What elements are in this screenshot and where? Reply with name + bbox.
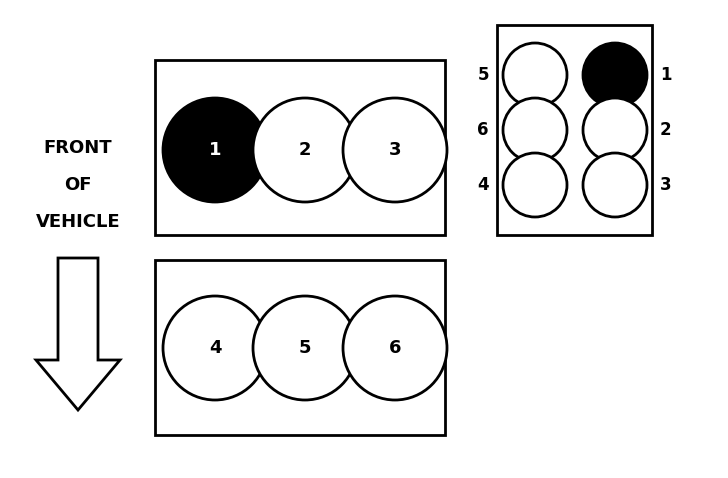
Bar: [155, 260, 445, 435]
Ellipse shape: [343, 98, 447, 202]
Text: 2: 2: [660, 121, 672, 139]
Bar: [497, 25, 652, 235]
Bar: [155, 60, 445, 235]
Text: 2: 2: [298, 141, 312, 159]
Ellipse shape: [163, 296, 267, 400]
Ellipse shape: [503, 153, 567, 217]
Ellipse shape: [163, 98, 267, 202]
Text: 5: 5: [478, 66, 489, 84]
Ellipse shape: [343, 296, 447, 400]
Text: 5: 5: [298, 339, 312, 357]
Text: 3: 3: [660, 176, 672, 194]
Ellipse shape: [583, 98, 647, 162]
Ellipse shape: [253, 98, 357, 202]
Text: VEHICLE: VEHICLE: [36, 213, 120, 231]
Text: 4: 4: [478, 176, 489, 194]
Text: OF: OF: [64, 176, 92, 194]
Ellipse shape: [503, 98, 567, 162]
Text: 4: 4: [209, 339, 221, 357]
Ellipse shape: [253, 296, 357, 400]
Text: FRONT: FRONT: [44, 139, 112, 157]
Ellipse shape: [583, 43, 647, 107]
Text: 6: 6: [389, 339, 401, 357]
Text: 1: 1: [660, 66, 671, 84]
Ellipse shape: [583, 153, 647, 217]
Text: 6: 6: [478, 121, 489, 139]
Text: 1: 1: [209, 141, 221, 159]
Polygon shape: [36, 258, 120, 410]
Ellipse shape: [503, 43, 567, 107]
Text: 3: 3: [389, 141, 401, 159]
